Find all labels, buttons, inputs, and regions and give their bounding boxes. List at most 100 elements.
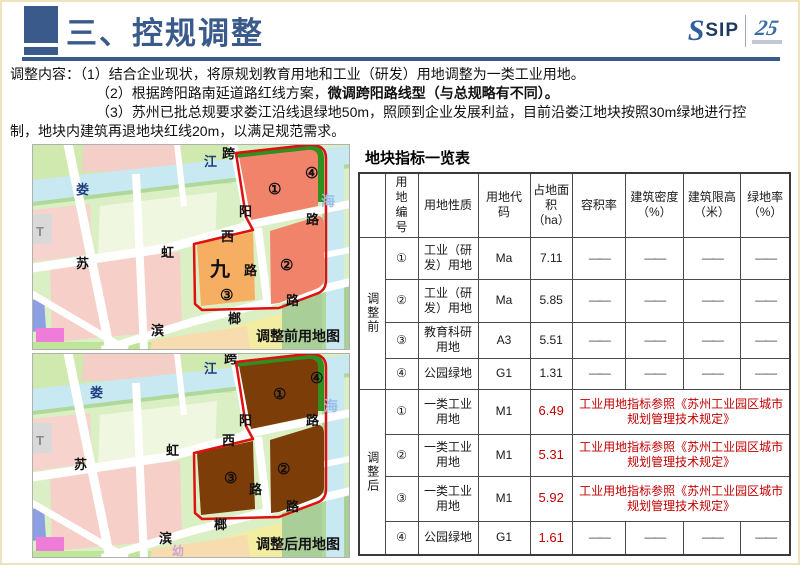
map-label-yang: 阳 [239,204,252,219]
map-after: 跨 江 娄 ④ ① 海 阳 路 西 虹 苏 路 ② ③ 路 榔 滨 T 幼 调整… [32,353,350,558]
map-label-hong: 虹 [166,443,179,458]
cell-no: ③ [384,475,419,522]
plot-4-greenbelt [234,353,324,411]
map-block [32,214,52,244]
cell-note: 工业用地指标参照《苏州工业园区城市规划管理技术规定》 [571,433,791,477]
map-after-caption: 调整后用地图 [256,536,340,552]
map-label-kua: 跨 [224,353,238,366]
map-block [150,535,250,558]
map-before-caption: 调整前用地图 [256,328,340,344]
table-title: 地块指标一览表 [365,150,471,167]
map-label-lang: 榔 [214,517,227,532]
map-label-jiang: 江 [204,154,217,169]
map-label-hai: 海 [321,193,335,209]
map-plot2-number: ② [277,461,290,478]
anniversary-caption-bar [752,40,782,44]
map-label-hong: 虹 [161,245,174,260]
red-boundary [192,144,328,312]
map-label-lang: 榔 [228,311,241,326]
map-label-bin: 滨 [159,531,172,546]
table-row: ④ 公园绿地 G1 1.31 —— —— —— —— [359,357,791,390]
cell-nature: 一类工业用地 [417,388,479,435]
plot-1-region [239,149,319,220]
table-row: ③ 一类工业用地 M1 5.92 工业用地指标参照《苏州工业园区城市规划管理技术… [359,475,791,522]
cell-no: ② [384,278,419,323]
river-branch [326,359,344,558]
cell-code: M1 [477,433,531,477]
content-line-2: （2）根据跨阳路南延道路红线方案，微调跨阳路线型（与总规略有不同）。 [10,84,798,103]
map-plot3-number: ③ [224,470,237,487]
content-line-1: 调整内容：（1）结合企业现状，将原规划教育用地和工业（研发）用地调整为一类工业用… [10,66,585,82]
cell-green: —— [739,357,791,390]
map-label-yang: 阳 [239,413,252,428]
map-frame [32,353,350,558]
cell-nature: 工业（研发）用地 [417,278,479,323]
cell-density: —— [624,321,684,359]
adjustment-content-text: 调整内容：（1）结合企业现状，将原规划教育用地和工业（研发）用地调整为一类工业用… [10,65,798,141]
cell-height: —— [682,236,741,280]
col-plot-no: 用地编号 [384,172,419,238]
title-decoration-block-large [24,6,58,43]
col-land-code: 用地代码 [477,172,531,238]
cell-far: —— [571,321,626,359]
cell-area: 5.51 [529,321,573,359]
plot-index-table: 用地编号 用地性质 用地代码 占地面积（ha） 容积率 建筑密度（%） 建筑限高… [358,172,792,556]
map-plot1-number: ① [268,181,281,198]
cell-nature: 工业（研发）用地 [417,236,479,280]
map-block [50,252,182,342]
map-block [36,328,64,342]
cell-code: A3 [477,321,531,359]
map-label-t: T [36,224,44,239]
cell-area: 7.11 [529,236,573,280]
anniversary-25-icon: 25 [753,15,781,40]
cell-height: —— [682,520,741,556]
col-density: 建筑密度（%） [624,172,684,238]
plot-3-region [197,441,255,515]
map-label-su: 苏 [74,457,87,472]
cell-area: 5.31 [529,433,573,477]
cell-height: —— [682,321,741,359]
map-block [36,537,64,551]
cell-nature: 一类工业用地 [417,475,479,522]
cell-area: 5.92 [529,475,573,522]
col-height-limit: 建筑限高（米） [682,172,741,238]
cell-code: G1 [477,357,531,390]
map-block [150,326,250,350]
cell-far: —— [571,357,626,390]
map-label-kua: 跨 [222,146,236,161]
table-row: 调整后 ① 一类工业用地 M1 6.49 工业用地指标参照《苏州工业园区城市规划… [358,388,791,556]
map-plot1-number: ① [273,386,286,403]
plot-2-region [270,216,324,304]
cell-code: Ma [477,236,531,280]
cell-area: 1.31 [529,357,573,390]
map-block [32,298,46,332]
col-area: 占地面积（ha） [529,172,573,238]
map-label-lu-bottom: 路 [286,499,300,514]
sip-logo-text: SIP [705,20,739,41]
col-green-rate: 绿地率（%） [739,172,791,238]
cell-area: 5.85 [529,278,573,323]
cell-green: —— [739,520,791,556]
map-label-xi: 西 [222,433,235,448]
table-row: 调整前 ① 工业（研发）用地 Ma 7.11 —— —— —— —— [358,236,791,390]
cell-far: —— [571,236,626,280]
cell-no: ① [384,388,419,435]
map-plot3-number: ③ [220,287,233,304]
map-label-lou: 娄 [76,182,89,197]
cell-no: ④ [384,357,419,390]
content-line-3: （3）苏州已批总规要求娄江沿线退绿地50m，照顾到企业发展利益，目前沿娄江地块按… [96,104,747,120]
plot-1-region [239,358,319,429]
map-plot4-number: ④ [310,370,323,387]
group-before-label: 调整前 [358,236,386,390]
content-line-2-normal: （2）根据跨阳路南延道路红线方案， [96,85,328,101]
table-row: ② 工业（研发）用地 Ma 5.85 —— —— —— —— [359,278,791,323]
content-line-2-bold: 微调跨阳路线型（与总规略有不同）。 [327,85,559,101]
cell-green: —— [739,321,791,359]
group-after-label: 调整后 [358,388,386,556]
table-row: ③ 教育科研用地 A3 5.51 —— —— —— —— [359,321,791,359]
plot-2-region [270,425,324,513]
col-land-nature: 用地性质 [417,172,479,238]
map-label-lu-east: 路 [306,212,320,227]
cell-density: —— [624,236,684,280]
